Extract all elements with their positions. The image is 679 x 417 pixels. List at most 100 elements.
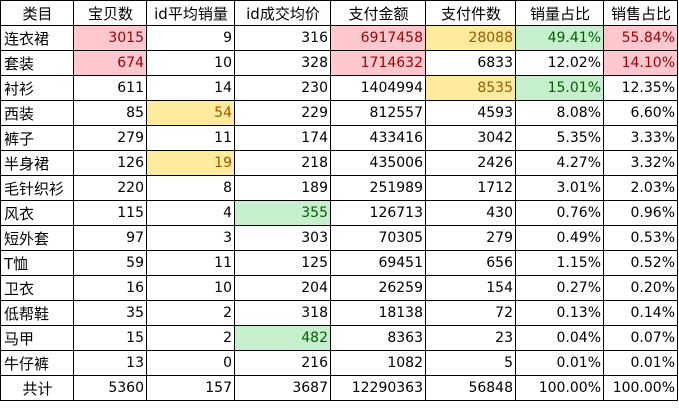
table-row: 半身裙 126 19 218 435006 2426 4.27% 3.32% xyxy=(0,150,678,176)
volume-share-cell: 3.01% xyxy=(515,175,604,201)
payment-amount-cell: 812557 xyxy=(330,100,426,126)
payment-units-cell: 430 xyxy=(425,200,516,226)
payment-amount-cell: 70305 xyxy=(330,225,426,251)
payment-amount-cell: 1714632 xyxy=(330,50,426,76)
avg-price-cell: 204 xyxy=(234,275,331,301)
total-label: 共计 xyxy=(0,375,74,401)
payment-amount-cell: 18138 xyxy=(330,300,426,326)
revenue-share-cell: 0.07% xyxy=(603,325,678,351)
header-avg-sales-per-id: id平均销量 xyxy=(146,0,235,26)
payment-units-cell: 279 xyxy=(425,225,516,251)
avg-price-cell: 229 xyxy=(234,100,331,126)
category-cell: 半身裙 xyxy=(0,150,74,176)
category-cell: T恤 xyxy=(0,250,74,276)
revenue-share-cell: 0.20% xyxy=(603,275,678,301)
revenue-share-cell: 0.14% xyxy=(603,300,678,326)
avg-sales-cell: 3 xyxy=(146,225,235,251)
revenue-share-cell: 0.01% xyxy=(603,350,678,376)
category-cell: 衬衫 xyxy=(0,75,74,101)
revenue-share-cell: 3.33% xyxy=(603,125,678,151)
payment-units-cell: 5 xyxy=(425,350,516,376)
category-cell: 低帮鞋 xyxy=(0,300,74,326)
revenue-share-cell: 0.52% xyxy=(603,250,678,276)
item-count-cell: 220 xyxy=(73,175,147,201)
item-count-cell: 279 xyxy=(73,125,147,151)
avg-sales-cell: 11 xyxy=(146,125,235,151)
table-row: 低帮鞋 35 2 318 18138 72 0.13% 0.14% xyxy=(0,300,678,326)
avg-sales-cell: 2 xyxy=(146,325,235,351)
total-payment-units: 56848 xyxy=(425,375,516,401)
item-count-cell: 611 xyxy=(73,75,147,101)
payment-units-cell: 656 xyxy=(425,250,516,276)
category-cell: 牛仔裤 xyxy=(0,350,74,376)
payment-units-cell: 1712 xyxy=(425,175,516,201)
revenue-share-cell: 0.53% xyxy=(603,225,678,251)
payment-units-cell: 23 xyxy=(425,325,516,351)
category-cell: 短外套 xyxy=(0,225,74,251)
volume-share-cell: 0.49% xyxy=(515,225,604,251)
avg-sales-cell: 10 xyxy=(146,275,235,301)
payment-amount-cell: 1404994 xyxy=(330,75,426,101)
volume-share-cell: 0.13% xyxy=(515,300,604,326)
volume-share-cell: 5.35% xyxy=(515,125,604,151)
header-category: 类目 xyxy=(0,0,74,26)
volume-share-cell: 49.41% xyxy=(515,25,604,51)
category-cell: 风衣 xyxy=(0,200,74,226)
total-row: 共计 5360 157 3687 12290363 56848 100.00% … xyxy=(0,375,678,401)
item-count-cell: 15 xyxy=(73,325,147,351)
category-cell: 连衣裙 xyxy=(0,25,74,51)
volume-share-cell: 0.27% xyxy=(515,275,604,301)
table-row: 裤子 279 11 174 433416 3042 5.35% 3.33% xyxy=(0,125,678,151)
avg-price-cell: 316 xyxy=(234,25,331,51)
item-count-cell: 59 xyxy=(73,250,147,276)
avg-price-cell: 218 xyxy=(234,150,331,176)
category-cell: 马甲 xyxy=(0,325,74,351)
avg-price-cell: 318 xyxy=(234,300,331,326)
volume-share-cell: 4.27% xyxy=(515,150,604,176)
item-count-cell: 97 xyxy=(73,225,147,251)
revenue-share-cell: 12.35% xyxy=(603,75,678,101)
avg-sales-cell: 14 xyxy=(146,75,235,101)
total-revenue-share: 100.00% xyxy=(603,375,678,401)
payment-amount-cell: 1082 xyxy=(330,350,426,376)
avg-sales-cell: 9 xyxy=(146,25,235,51)
payment-amount-cell: 435006 xyxy=(330,150,426,176)
payment-amount-cell: 433416 xyxy=(330,125,426,151)
avg-price-cell: 125 xyxy=(234,250,331,276)
header-revenue-share: 销售占比 xyxy=(603,0,678,26)
header-row: 类目 宝贝数 id平均销量 id成交均价 支付金额 支付件数 销量占比 销售占比 xyxy=(0,0,678,26)
volume-share-cell: 0.04% xyxy=(515,325,604,351)
category-cell: 裤子 xyxy=(0,125,74,151)
table-row: 马甲 15 2 482 8363 23 0.04% 0.07% xyxy=(0,325,678,351)
avg-price-cell: 328 xyxy=(234,50,331,76)
revenue-share-cell: 14.10% xyxy=(603,50,678,76)
item-count-cell: 674 xyxy=(73,50,147,76)
avg-sales-cell: 2 xyxy=(146,300,235,326)
payment-units-cell: 3042 xyxy=(425,125,516,151)
table-row: 卫衣 16 10 204 26259 154 0.27% 0.20% xyxy=(0,275,678,301)
total-avg-price: 3687 xyxy=(234,375,331,401)
payment-units-cell: 4593 xyxy=(425,100,516,126)
category-cell: 卫衣 xyxy=(0,275,74,301)
volume-share-cell: 0.76% xyxy=(515,200,604,226)
item-count-cell: 3015 xyxy=(73,25,147,51)
revenue-share-cell: 3.32% xyxy=(603,150,678,176)
payment-units-cell: 72 xyxy=(425,300,516,326)
avg-sales-cell: 54 xyxy=(146,100,235,126)
payment-amount-cell: 6917458 xyxy=(330,25,426,51)
avg-sales-cell: 0 xyxy=(146,350,235,376)
revenue-share-cell: 6.60% xyxy=(603,100,678,126)
volume-share-cell: 8.08% xyxy=(515,100,604,126)
header-payment-units: 支付件数 xyxy=(425,0,516,26)
avg-price-cell: 230 xyxy=(234,75,331,101)
volume-share-cell: 0.01% xyxy=(515,350,604,376)
item-count-cell: 35 xyxy=(73,300,147,326)
table-row: 套装 674 10 328 1714632 6833 12.02% 14.10% xyxy=(0,50,678,76)
item-count-cell: 115 xyxy=(73,200,147,226)
volume-share-cell: 1.15% xyxy=(515,250,604,276)
total-avg-sales: 157 xyxy=(146,375,235,401)
total-item-count: 5360 xyxy=(73,375,147,401)
table-row: 毛针织衫 220 8 189 251989 1712 3.01% 2.03% xyxy=(0,175,678,201)
item-count-cell: 126 xyxy=(73,150,147,176)
category-cell: 套装 xyxy=(0,50,74,76)
